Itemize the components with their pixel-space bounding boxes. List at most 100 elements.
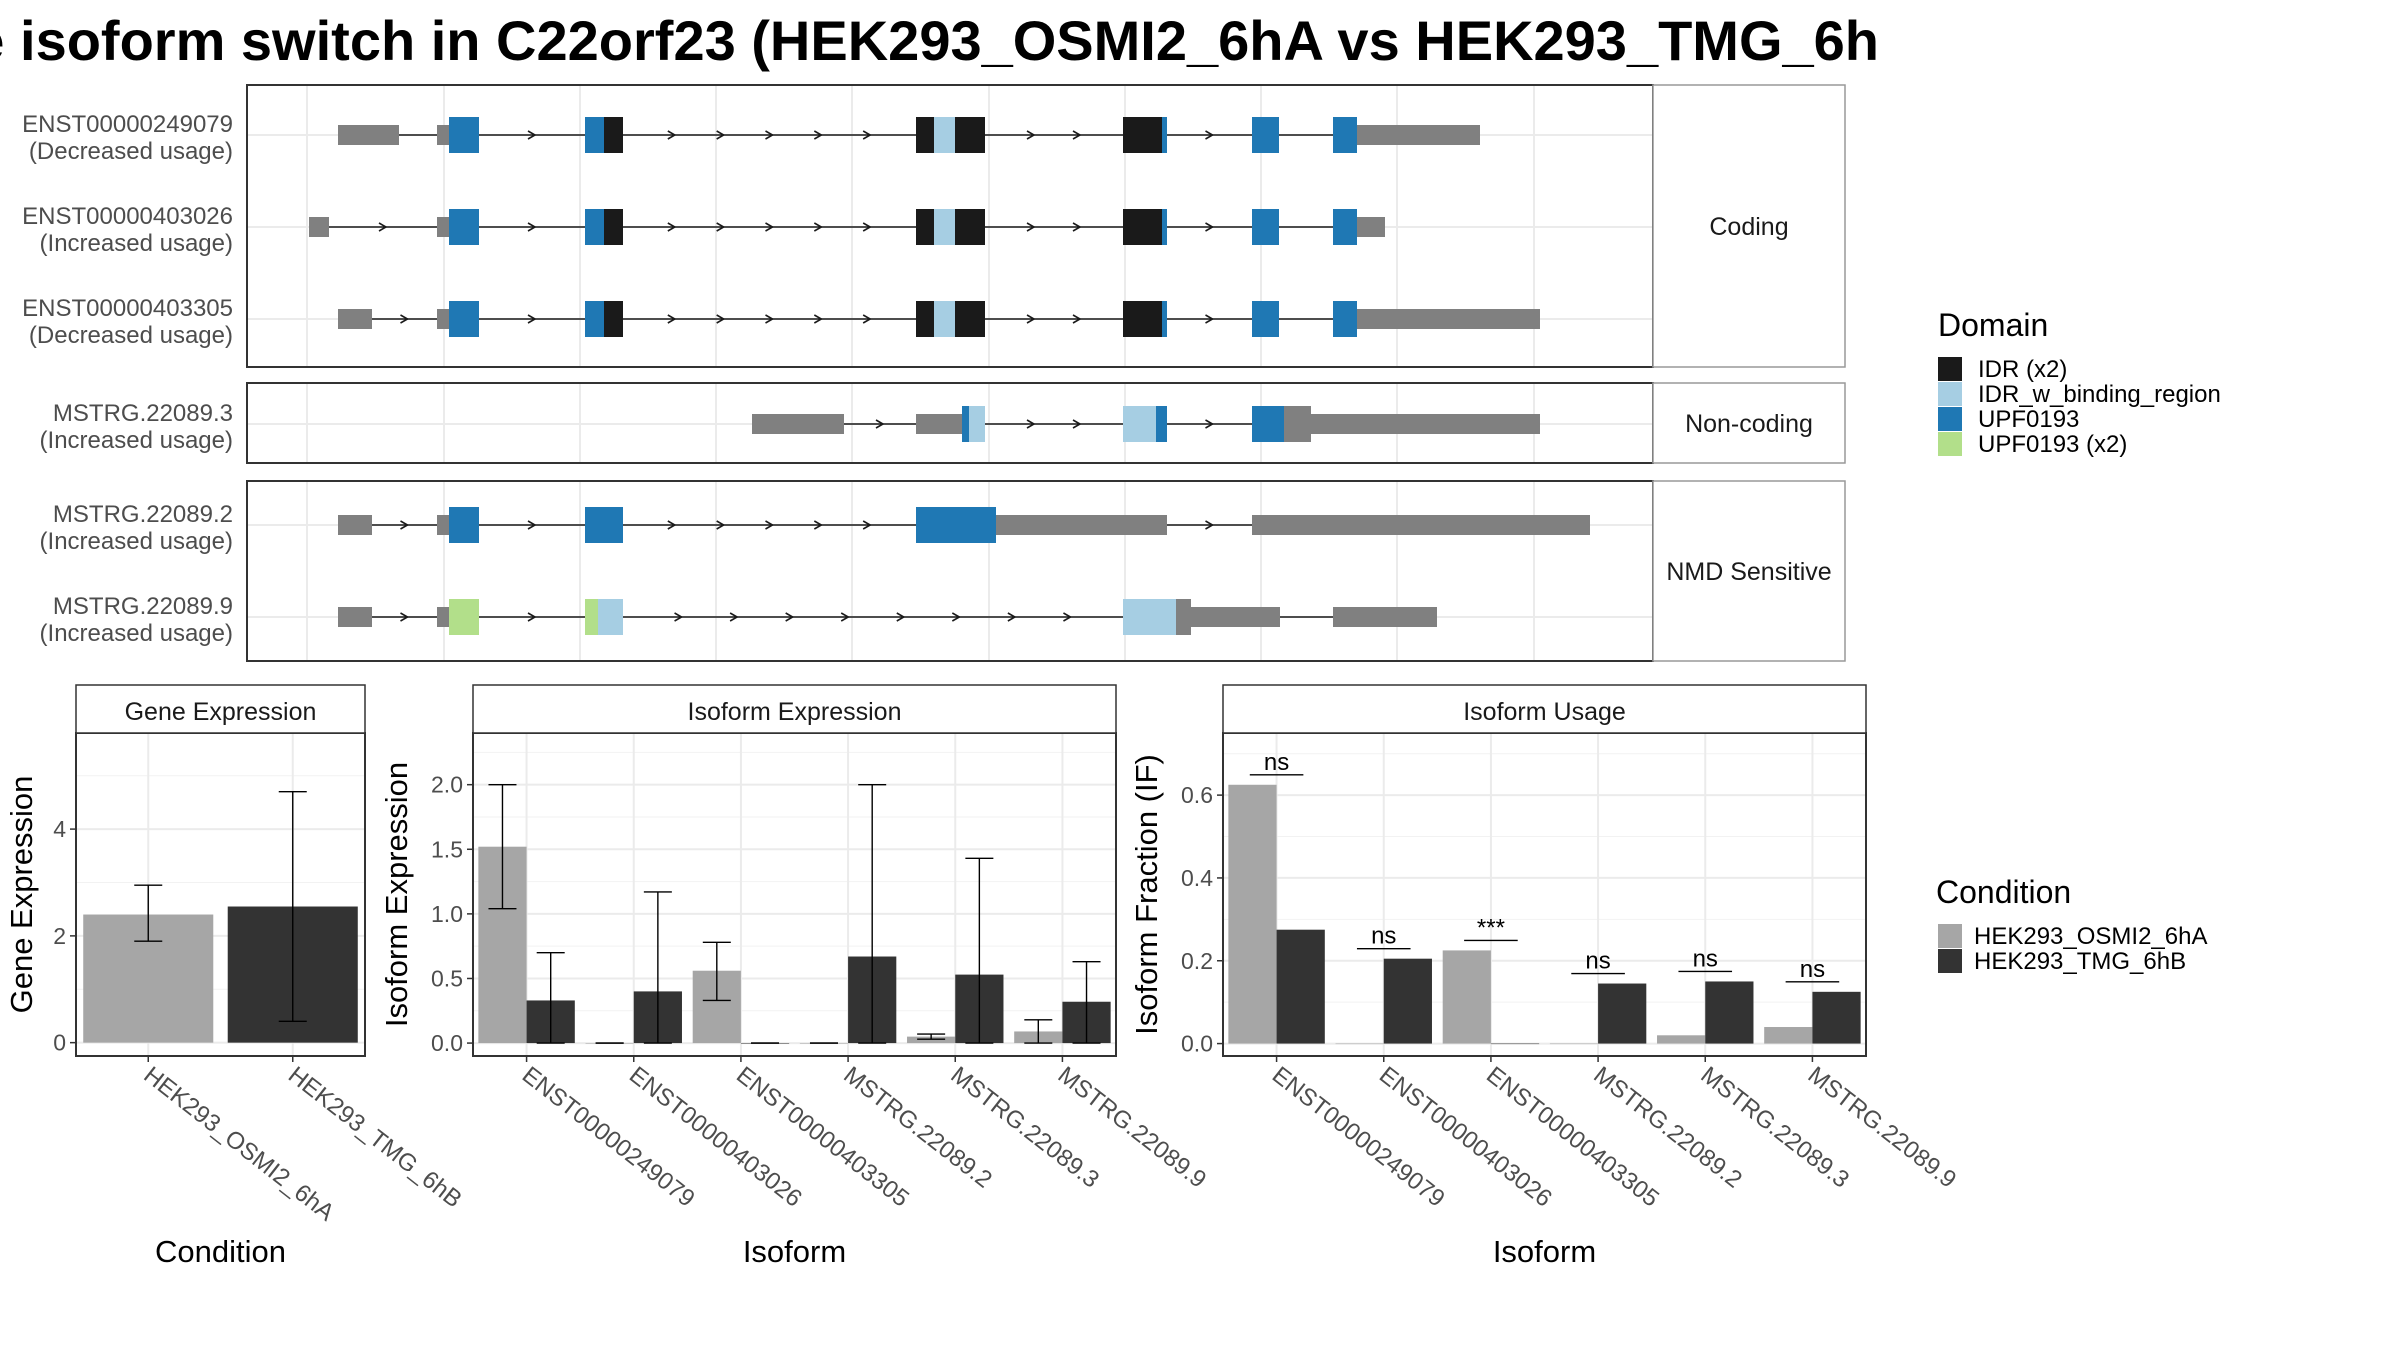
intron-arrow — [400, 520, 410, 530]
intron-arrow — [1007, 612, 1017, 622]
bar — [1276, 929, 1325, 1044]
chart-strip-title: Gene Expression — [125, 698, 317, 726]
exon-utr-block — [1252, 515, 1590, 535]
condition-legend-key — [1938, 924, 1962, 948]
structure-strip-label: Non-coding — [1685, 410, 1813, 438]
y-tick-label: 4 — [53, 816, 66, 842]
domain-legend-key — [1938, 382, 1962, 406]
x-tick-label: ENST00000249079 — [1267, 1061, 1450, 1212]
significance-label: ns — [1800, 956, 1825, 983]
exon-domain-block — [955, 209, 985, 245]
intron-arrow — [862, 130, 872, 140]
intron-arrow — [1026, 222, 1036, 232]
intron-arrow — [1072, 419, 1082, 429]
transcript-id-label: MSTRG.22089.2 — [53, 501, 233, 528]
intron-arrow — [667, 130, 677, 140]
y-axis-title: Isoform Expression — [379, 762, 414, 1027]
intron-arrow — [400, 314, 410, 324]
exon-domain-block — [604, 209, 623, 245]
intron-arrow — [765, 130, 775, 140]
intron-arrow — [765, 222, 775, 232]
exon-domain-block — [1333, 117, 1357, 153]
exon-domain-block — [916, 117, 934, 153]
exon-domain-block — [585, 507, 623, 543]
intron-arrow — [716, 314, 726, 324]
intron-arrow — [765, 314, 775, 324]
structure-strip — [1652, 382, 1846, 464]
exon-domain-block — [1123, 406, 1156, 442]
exon-domain-block — [1284, 406, 1311, 442]
intron-arrow — [862, 314, 872, 324]
y-tick-label: 0 — [53, 1030, 66, 1056]
exon-utr-block — [338, 607, 372, 627]
transcript-usage-label: (Increased usage) — [40, 620, 233, 647]
intron-arrow — [527, 520, 537, 530]
exon-domain-block — [1333, 209, 1357, 245]
x-axis-title: Isoform — [743, 1234, 846, 1269]
intron-arrow — [1205, 314, 1215, 324]
condition-legend-key — [1938, 949, 1962, 973]
exon-domain-block — [934, 209, 955, 245]
intron-arrow — [1205, 419, 1215, 429]
condition-legend-label: HEK293_OSMI2_6hA — [1974, 923, 2207, 950]
intron-arrow — [1205, 130, 1215, 140]
domain-legend-label: IDR (x2) — [1978, 356, 2067, 383]
intron-arrow — [813, 520, 823, 530]
intron-arrow — [1026, 419, 1036, 429]
transcript-usage-label: (Increased usage) — [40, 528, 233, 555]
domain-legend-key — [1938, 357, 1962, 381]
exon-domain-block — [1123, 599, 1176, 635]
intron-arrow — [527, 612, 537, 622]
exon-domain-block — [1252, 117, 1279, 153]
intron-arrow — [667, 314, 677, 324]
exon-domain-block — [449, 209, 479, 245]
intron-arrow — [1026, 130, 1036, 140]
exon-domain-block — [449, 599, 454, 635]
exon-utr-block — [916, 414, 962, 434]
intron-arrow — [951, 612, 961, 622]
intron-arrow — [785, 612, 795, 622]
y-tick-label: 0.2 — [1181, 948, 1213, 974]
bar — [1657, 1035, 1706, 1044]
significance-label: ns — [1585, 948, 1610, 975]
intron-arrow — [378, 222, 388, 232]
exon-domain-block — [969, 406, 985, 442]
exon-utr-block — [996, 515, 1167, 535]
intron-arrow — [875, 419, 885, 429]
exon-domain-block — [1252, 406, 1284, 442]
exon-domain-block — [1123, 301, 1162, 337]
y-tick-label: 0.5 — [431, 965, 463, 991]
y-tick-label: 0.0 — [431, 1030, 463, 1056]
structure-strip-label: NMD Sensitive — [1666, 558, 1831, 586]
exon-utr-block — [338, 309, 372, 329]
condition-legend-label: HEK293_TMG_6hB — [1974, 948, 2186, 975]
exon-domain-block — [916, 301, 934, 337]
exon-domain-block — [598, 599, 623, 635]
bar — [1490, 1043, 1540, 1045]
intron-arrow — [765, 520, 775, 530]
chart-strip — [472, 684, 1117, 734]
domain-legend-label: UPF0193 (x2) — [1978, 431, 2127, 458]
transcript-usage-label: (Decreased usage) — [29, 138, 233, 165]
intron-arrow — [840, 612, 850, 622]
exon-utr-block — [1311, 414, 1540, 434]
exon-domain-block — [449, 507, 479, 543]
exon-domain-block — [585, 599, 598, 635]
intron-arrow — [862, 222, 872, 232]
exon-domain-block — [934, 301, 955, 337]
chart-panel-bg — [473, 733, 1116, 1056]
intron-arrow — [527, 222, 537, 232]
exon-utr-block — [752, 414, 844, 434]
x-axis-title: Isoform — [1493, 1234, 1596, 1269]
intron-arrow — [1072, 130, 1082, 140]
x-tick-label: ENST00000249079 — [517, 1061, 700, 1212]
bar — [1383, 958, 1432, 1044]
y-tick-label: 0.4 — [1181, 865, 1213, 891]
y-tick-label: 1.5 — [431, 836, 463, 862]
exon-domain-block — [604, 301, 623, 337]
intron-arrow — [896, 612, 906, 622]
chart-strip — [75, 684, 366, 734]
domain-legend-label: IDR_w_binding_region — [1978, 381, 2221, 408]
x-tick-label: ENST00000403305 — [731, 1061, 914, 1212]
y-tick-label: 0.6 — [1181, 782, 1213, 808]
